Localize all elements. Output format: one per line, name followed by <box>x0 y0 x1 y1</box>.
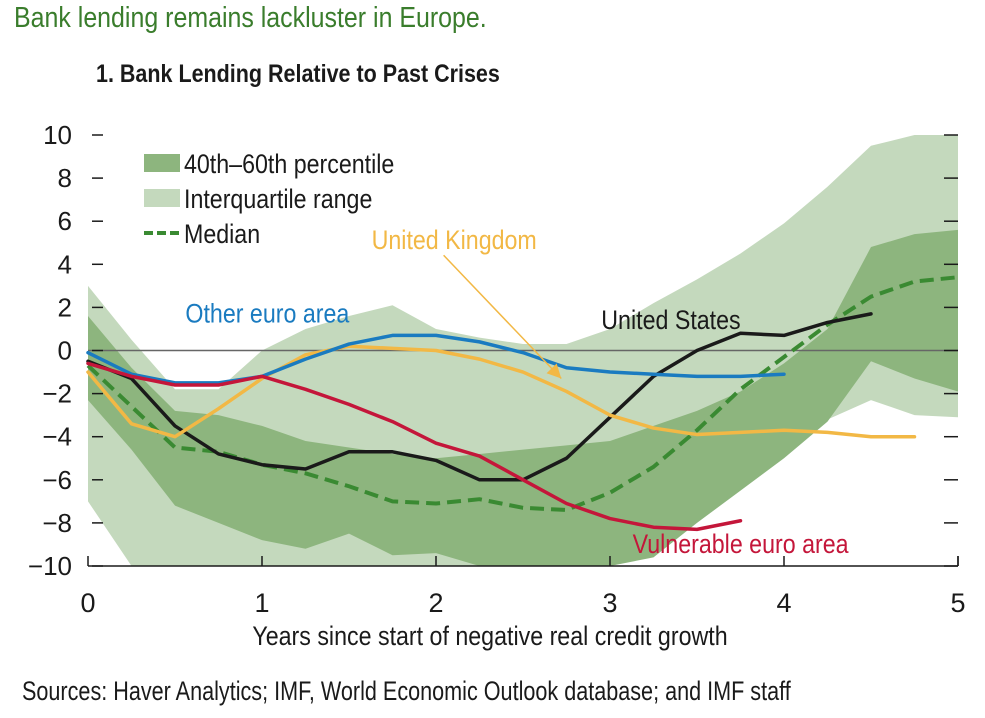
legend-swatch-40th-60th-percentile <box>144 154 180 172</box>
legend-label-interquartile-range: Interquartile range <box>184 184 372 214</box>
annotation-united-kingdom: United Kingdom <box>372 226 537 256</box>
annotation-vulnerable-euro-area: Vulnerable euro area <box>633 529 849 559</box>
x-tick-label: 5 <box>950 588 965 618</box>
y-tick-label: 8 <box>58 163 72 193</box>
annotation-other-euro-area: Other euro area <box>185 299 349 329</box>
annotations-layer: Other euro area United Kingdom United Stat… <box>185 226 848 560</box>
series-layer <box>86 275 959 532</box>
series-line-united-kingdom <box>86 344 917 439</box>
y-tick-label: −10 <box>28 551 72 581</box>
legend-label-median: Median <box>184 219 260 249</box>
x-tick-label: 1 <box>254 588 269 618</box>
y-tick-label: −4 <box>42 422 72 452</box>
axes-layer: 0 1 2 3 4 5 10 8 6 4 2 0 −2 −4 −6 −8 −10 <box>28 120 966 618</box>
x-tick-label: 0 <box>80 588 95 618</box>
y-tick-label: −6 <box>42 465 72 495</box>
source-note: Sources: Haver Analytics; IMF, World Eco… <box>22 676 791 706</box>
series-line-vulnerable-euro-area <box>86 361 743 532</box>
x-tick-label: 2 <box>428 588 443 618</box>
x-tick-label: 4 <box>776 588 791 618</box>
chart-title: 1. Bank Lending Relative to Past Crises <box>96 60 500 88</box>
annotation-arrow-line <box>443 254 562 380</box>
y-tick-label: 6 <box>58 206 72 236</box>
annotation-united-states: United States <box>601 305 740 335</box>
x-axis-label: Years since start of negative real credi… <box>252 621 727 651</box>
legend-label-40th-60th-percentile: 40th–60th percentile <box>184 149 394 179</box>
y-tick-label: −2 <box>42 379 72 409</box>
y-tick-label: 0 <box>58 336 72 366</box>
headline: Bank lending remains lackluster in Europ… <box>14 2 487 34</box>
x-tick-label: 3 <box>602 588 617 618</box>
y-tick-label: 10 <box>43 120 72 150</box>
band-40th-60th-percentile <box>88 229 958 566</box>
y-tick-label: 2 <box>58 292 72 322</box>
series-line-other-euro-area <box>86 333 786 385</box>
legend: 40th–60th percentile Interquartile range M… <box>144 149 394 249</box>
y-tick-label: −8 <box>42 508 72 538</box>
series-line-united-states <box>86 312 873 482</box>
annotation-arrowhead <box>546 363 562 379</box>
legend-swatch-interquartile-range <box>144 189 180 207</box>
y-tick-label: 4 <box>58 249 72 279</box>
